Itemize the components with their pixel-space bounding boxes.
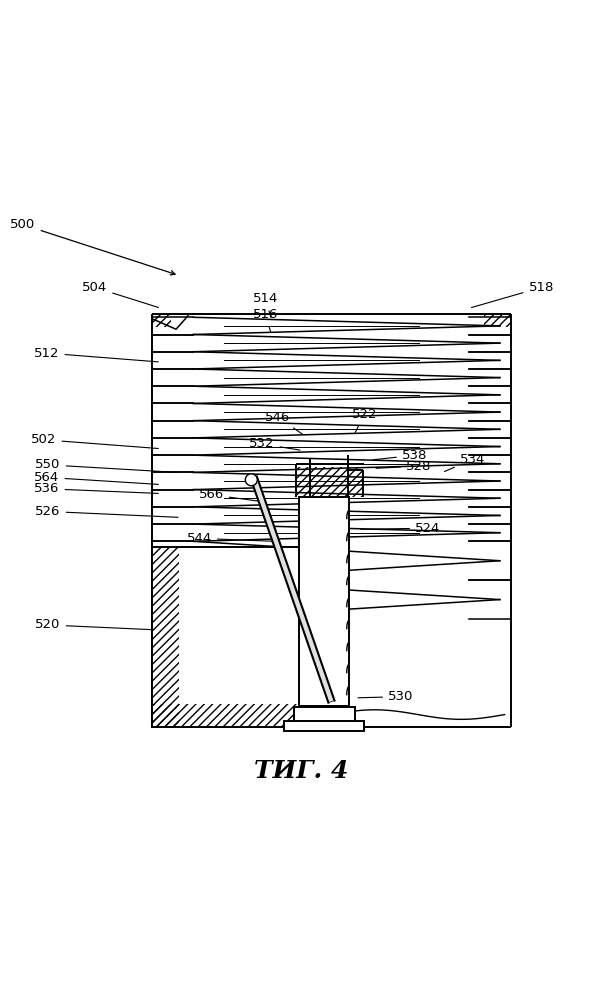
Text: 520: 520	[36, 618, 178, 631]
Text: 522: 522	[352, 408, 377, 434]
Text: 528: 528	[376, 460, 431, 473]
Text: ΤИГ. 4: ΤИГ. 4	[254, 759, 349, 783]
Bar	[484, 315, 511, 328]
Bar	[152, 315, 511, 726]
Bar	[294, 707, 355, 720]
Bar	[152, 547, 179, 726]
Text: 548: 548	[213, 679, 302, 694]
Bar	[298, 497, 349, 705]
Text: 524: 524	[361, 521, 440, 534]
Text: 550: 550	[36, 459, 178, 473]
Text: 542: 542	[226, 703, 314, 716]
Text: 512: 512	[34, 347, 159, 362]
Bar	[152, 547, 308, 726]
Text: 508: 508	[333, 718, 359, 731]
Text: 564: 564	[34, 471, 159, 485]
Bar	[152, 315, 171, 328]
Text: 504: 504	[82, 281, 159, 308]
Text: 518: 518	[472, 281, 554, 308]
Text: 514: 514	[253, 293, 279, 318]
Circle shape	[245, 474, 257, 486]
Text: 526: 526	[36, 504, 178, 517]
Text: 532: 532	[249, 438, 300, 451]
Text: 500: 500	[10, 218, 175, 275]
Text: 516: 516	[253, 309, 279, 333]
Text: 536: 536	[34, 483, 159, 496]
Bar	[283, 720, 364, 731]
Text: 534: 534	[444, 453, 485, 472]
Text: 544: 544	[187, 531, 272, 544]
Text: 540: 540	[198, 568, 286, 581]
Text: 530: 530	[358, 690, 414, 703]
Text: 566: 566	[198, 489, 265, 503]
Text: 538: 538	[373, 449, 428, 462]
Bar	[152, 704, 308, 726]
Text: 502: 502	[31, 434, 159, 449]
Text: 546: 546	[265, 411, 302, 434]
Polygon shape	[251, 477, 335, 702]
Bar	[297, 467, 363, 497]
